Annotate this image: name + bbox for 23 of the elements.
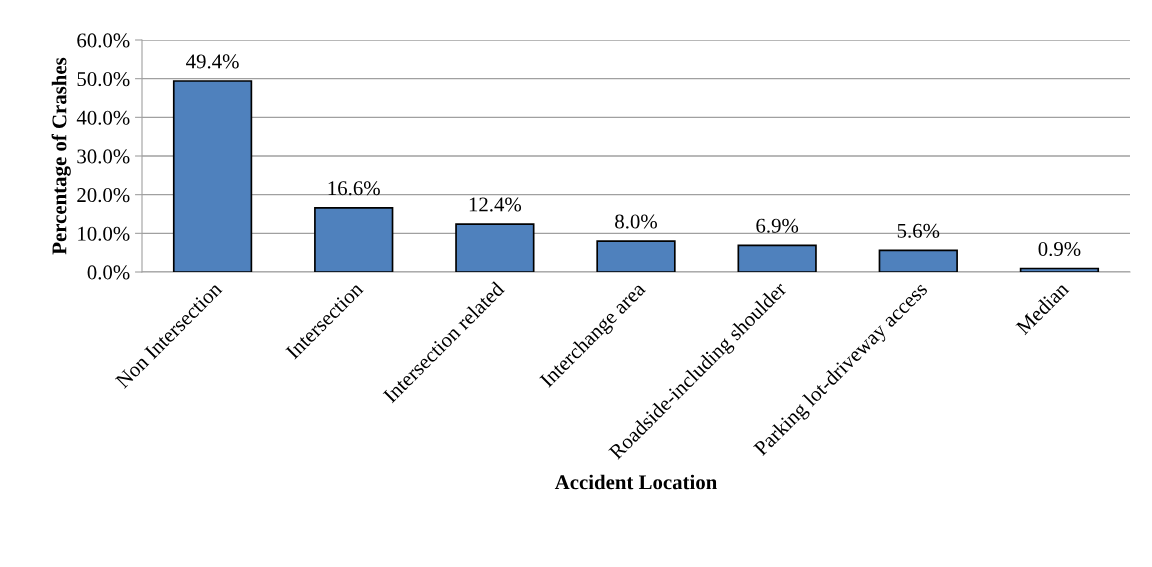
data-label: 0.9%	[1038, 241, 1081, 257]
data-label: 16.6%	[328, 181, 380, 196]
y-tick-label: 40.0%	[76, 110, 130, 125]
x-axis-title: Accident Location	[554, 474, 717, 490]
bar	[172, 80, 253, 272]
y-tick-label: 0.0%	[87, 265, 130, 280]
data-label: 12.4%	[469, 197, 522, 212]
bar	[314, 206, 394, 272]
y-tick-label: 30.0%	[77, 149, 130, 164]
data-label: 6.9%	[756, 218, 799, 233]
bar	[737, 244, 817, 272]
y-tick-label: 50.0%	[77, 72, 130, 87]
bar	[878, 249, 958, 272]
data-label: 8.0%	[615, 214, 657, 229]
bar	[455, 223, 535, 272]
y-tick-label: 20.0%	[77, 188, 130, 203]
data-label: 5.6%	[897, 223, 940, 238]
data-label: 49.4%	[186, 54, 239, 69]
y-axis-title: Percentage of Crashes	[51, 57, 71, 255]
y-tick-label: 10.0%	[78, 226, 130, 241]
bar	[596, 240, 676, 272]
y-tick-label: 60.0%	[77, 33, 130, 48]
bar	[1019, 267, 1100, 272]
